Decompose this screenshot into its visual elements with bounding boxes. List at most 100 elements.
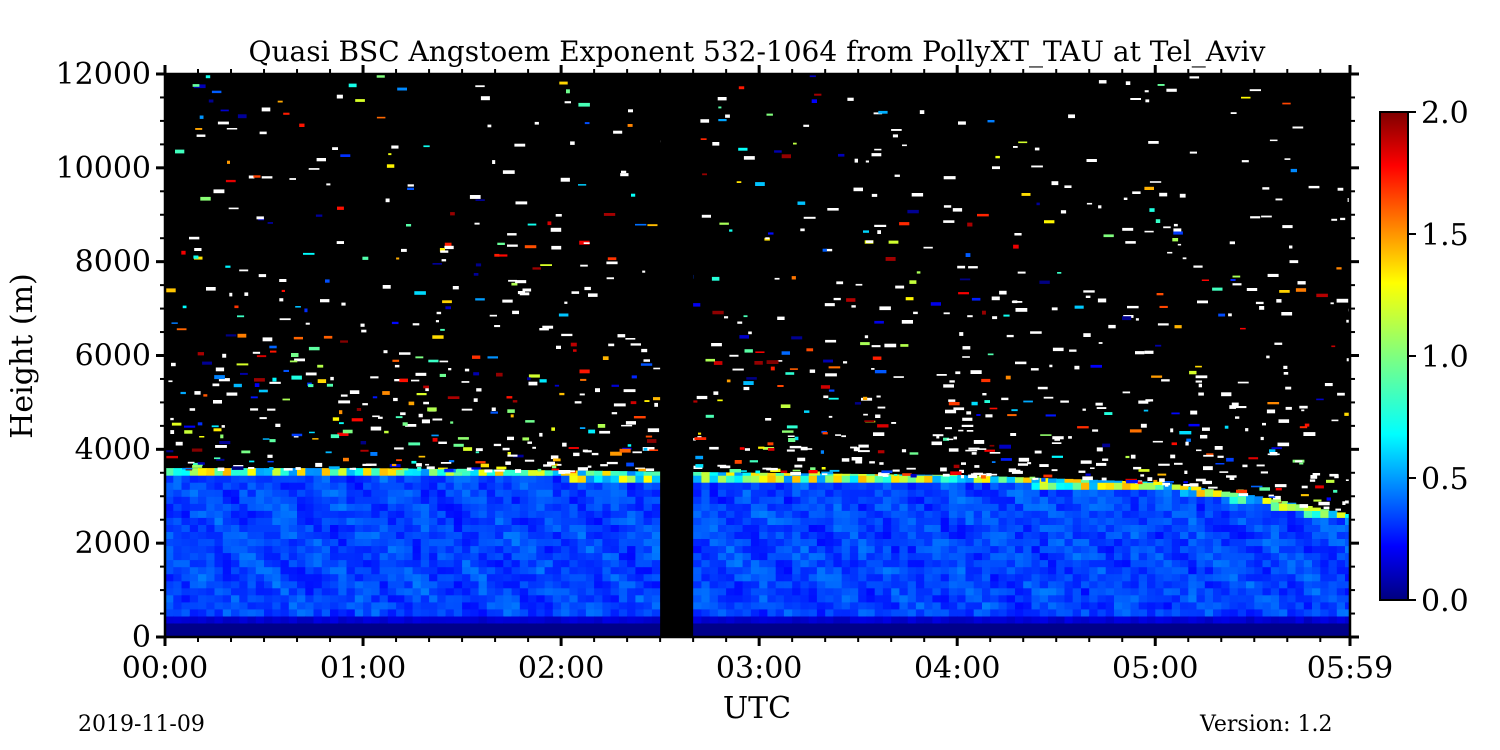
heatmap-cell	[767, 608, 777, 617]
heatmap-cell	[1081, 496, 1090, 504]
noise-speckle	[599, 430, 611, 434]
heatmap-cell	[907, 608, 917, 617]
noise-speckle	[625, 421, 636, 425]
heatmap-cell	[701, 622, 711, 631]
heatmap-cell	[1155, 615, 1165, 624]
noise-speckle	[743, 315, 748, 318]
heatmap-cell	[742, 510, 752, 518]
heatmap-cell	[1138, 482, 1148, 490]
heatmap-cell	[775, 559, 785, 568]
heatmap-cell	[569, 524, 579, 532]
heatmap-cell	[288, 559, 298, 568]
heatmap-cell	[1163, 587, 1173, 596]
heatmap-cell	[602, 489, 612, 497]
heatmap-cell	[387, 482, 397, 490]
noise-speckle	[527, 223, 537, 226]
heatmap-cell	[462, 559, 471, 568]
heatmap-cell	[1171, 559, 1181, 568]
heatmap-cell	[181, 524, 191, 532]
noise-speckle	[874, 224, 887, 227]
heatmap-cell	[1171, 580, 1181, 589]
heatmap-cell	[396, 587, 405, 596]
heatmap-cell	[932, 510, 942, 518]
heatmap-cell	[569, 545, 579, 554]
noise-speckle	[189, 408, 196, 411]
noise-speckle	[1173, 223, 1178, 227]
heatmap-cell	[866, 552, 876, 561]
heatmap-cell	[165, 503, 174, 511]
heatmap-cell	[841, 608, 851, 617]
noise-speckle	[1191, 486, 1202, 491]
heatmap-cell	[1246, 594, 1255, 603]
heatmap-cell	[602, 475, 612, 483]
heatmap-cell	[569, 630, 579, 637]
heatmap-cell	[1262, 510, 1272, 518]
heatmap-cell	[379, 531, 389, 539]
heatmap-cell	[1320, 580, 1330, 589]
heatmap-cell	[321, 580, 331, 589]
heatmap-cell	[1171, 524, 1181, 532]
heatmap-cell	[610, 608, 620, 617]
heatmap-cell	[891, 524, 901, 532]
heatmap-cell	[998, 552, 1008, 561]
heatmap-cell	[1188, 615, 1198, 624]
heatmap-cell	[726, 503, 735, 511]
heatmap-cell	[1229, 587, 1239, 596]
noise-speckle	[510, 414, 514, 418]
heatmap-cell	[214, 601, 224, 610]
heatmap-cell	[247, 559, 257, 568]
heatmap-cell	[1023, 566, 1033, 575]
heatmap-cell	[594, 496, 603, 504]
heatmap-cell	[924, 538, 934, 547]
heatmap-cell	[800, 587, 810, 596]
heatmap-cell	[313, 630, 323, 637]
heatmap-cell	[998, 503, 1008, 511]
heatmap-cell	[519, 608, 529, 617]
colorbar: 0.00.51.01.52.0	[1379, 96, 1469, 619]
heatmap-cell	[387, 531, 397, 539]
heatmap-cell	[610, 503, 620, 511]
noise-speckle	[973, 472, 983, 476]
heatmap-cell	[948, 601, 958, 610]
heatmap-cell	[734, 472, 744, 476]
heatmap-cell	[1196, 594, 1206, 603]
heatmap-cell	[973, 524, 983, 532]
heatmap-cell	[536, 587, 546, 596]
heatmap-cell	[247, 531, 257, 539]
heatmap-cell	[462, 517, 471, 525]
heatmap-cell	[882, 489, 892, 497]
noise-speckle	[248, 467, 255, 469]
heatmap-cell	[437, 469, 447, 476]
noise-speckle	[717, 464, 727, 467]
noise-speckle	[184, 430, 193, 434]
heatmap-cell	[1081, 489, 1090, 497]
heatmap-cell	[833, 608, 843, 617]
noise-speckle	[570, 141, 575, 145]
heatmap-cell	[1006, 496, 1016, 504]
heatmap-cell	[618, 538, 628, 547]
heatmap-cell	[239, 475, 249, 483]
heatmap-cell	[346, 503, 356, 511]
heatmap-cell	[635, 503, 645, 511]
heatmap-cell	[816, 630, 826, 637]
heatmap-cell	[816, 473, 826, 476]
heatmap-cell	[544, 538, 554, 547]
noise-speckle	[611, 384, 619, 387]
noise-speckle	[836, 281, 844, 285]
heatmap-cell	[1015, 489, 1024, 497]
heatmap-cell	[874, 615, 884, 624]
heatmap-cell	[297, 468, 306, 476]
noise-speckle	[695, 455, 704, 460]
heatmap-cell	[1237, 587, 1247, 596]
noise-speckle	[1193, 265, 1203, 268]
heatmap-cell	[412, 573, 422, 582]
heatmap-cell	[792, 630, 802, 637]
heatmap-cell	[965, 517, 975, 525]
heatmap-cell	[1015, 538, 1024, 547]
heatmap-cell	[1138, 503, 1148, 511]
y-tick-label: 4000	[75, 432, 151, 467]
noise-speckle	[1345, 479, 1350, 481]
heatmap-cell	[973, 566, 983, 575]
heatmap-cell	[330, 601, 339, 610]
noise-speckle	[584, 450, 592, 453]
